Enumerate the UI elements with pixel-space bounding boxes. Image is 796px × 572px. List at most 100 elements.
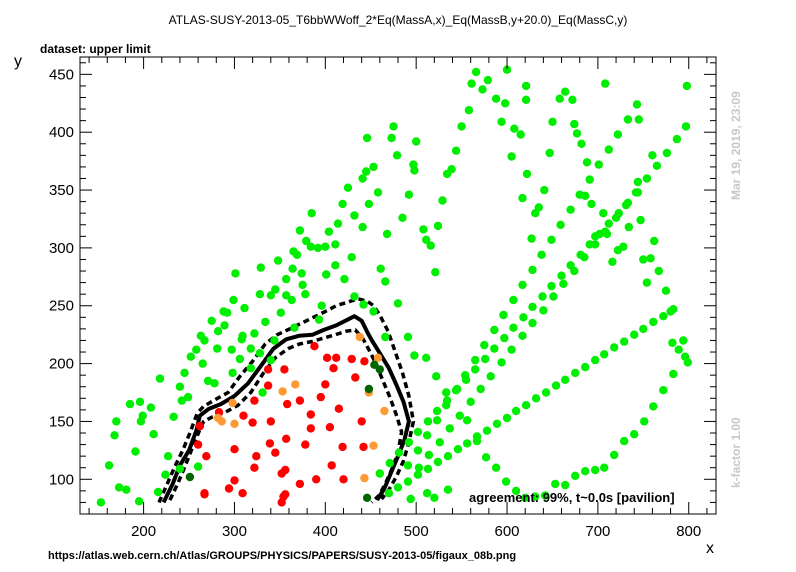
point-excluded <box>334 404 344 413</box>
point-excluded <box>230 445 239 454</box>
point-allowed <box>531 394 541 403</box>
axes: 200 300 400 500 600 700 800 100 150 200 250 300 350 4… <box>49 56 717 540</box>
point-allowed <box>570 119 579 129</box>
point-allowed <box>636 215 645 225</box>
point-allowed <box>545 148 554 158</box>
point-excluded <box>252 452 261 461</box>
point-allowed <box>491 94 501 103</box>
point-excluded-border <box>230 419 239 428</box>
point-allowed <box>661 286 671 295</box>
point-allowed <box>255 349 265 358</box>
point-allowed <box>600 463 609 472</box>
point-allowed <box>547 235 556 244</box>
point-allowed <box>518 331 527 340</box>
point-allowed <box>161 470 170 479</box>
plot-background <box>80 57 716 514</box>
point-allowed <box>540 185 549 195</box>
point-allowed <box>599 209 608 218</box>
point-excluded-border <box>291 380 300 389</box>
point-allowed <box>571 368 580 378</box>
point-allowed <box>282 274 291 284</box>
timestamp-label: Mar 19, 2019, 23:09 <box>729 91 743 200</box>
point-allowed <box>471 355 480 365</box>
point-excluded <box>301 440 310 449</box>
x-tick-label: 800 <box>676 523 701 540</box>
point-allowed <box>511 406 521 416</box>
point-allowed <box>430 493 439 502</box>
point-excluded <box>238 489 247 498</box>
point-allowed <box>595 229 604 239</box>
point-excluded <box>310 342 319 351</box>
point-allowed <box>541 491 550 500</box>
point-allowed <box>228 368 237 378</box>
point-allowed <box>591 355 600 365</box>
point-allowed <box>442 401 451 410</box>
point-allowed <box>146 403 156 412</box>
point-allowed <box>290 323 299 332</box>
point-allowed <box>683 358 692 367</box>
y-tick-label: 350 <box>49 182 74 199</box>
point-allowed <box>480 340 489 350</box>
point-allowed <box>350 211 359 220</box>
point-allowed <box>581 467 590 476</box>
x-tick-label: 400 <box>313 523 338 540</box>
point-excluded <box>263 365 273 374</box>
point-allowed <box>502 65 512 74</box>
point-allowed <box>681 122 691 131</box>
point-excluded <box>338 442 347 452</box>
point-allowed <box>229 295 238 305</box>
point-allowed <box>610 450 619 460</box>
point-allowed <box>273 256 283 265</box>
point-allowed <box>403 332 413 342</box>
point-allowed <box>213 344 222 353</box>
point-allowed <box>410 351 419 360</box>
point-excluded-border <box>369 441 378 450</box>
point-allowed <box>433 221 443 231</box>
point-allowed <box>180 368 189 378</box>
point-allowed <box>255 290 265 299</box>
point-allowed <box>652 161 662 170</box>
plot-area <box>80 57 716 514</box>
point-excluded-border <box>228 398 237 408</box>
point-excluded <box>312 475 321 484</box>
point-allowed <box>210 379 219 388</box>
point-allowed <box>246 364 255 373</box>
point-allowed <box>235 354 245 364</box>
point-allowed <box>527 234 536 243</box>
point-allowed <box>620 337 629 346</box>
point-allowed <box>507 152 516 161</box>
point-allowed <box>614 209 623 218</box>
x-tick-label: 500 <box>404 523 429 540</box>
point-excluded <box>321 380 330 389</box>
point-allowed <box>406 494 415 504</box>
point-allowed <box>134 497 144 506</box>
y-tick-label: 250 <box>49 298 74 315</box>
point-allowed <box>511 486 521 496</box>
point-allowed <box>672 134 682 144</box>
point-allowed <box>483 75 493 85</box>
point-allowed <box>295 226 305 235</box>
point-allowed <box>266 291 275 300</box>
point-allowed <box>426 241 435 250</box>
y-tick-label: 100 <box>49 471 74 488</box>
point-allowed <box>491 463 501 472</box>
point-allowed <box>522 169 532 179</box>
point-allowed <box>177 396 186 405</box>
point-allowed <box>431 268 440 277</box>
point-allowed <box>227 345 236 354</box>
point-allowed <box>633 177 643 187</box>
point-allowed <box>587 199 596 209</box>
point-allowed <box>135 397 145 406</box>
point-allowed <box>403 477 413 486</box>
point-allowed <box>114 483 124 492</box>
point-allowed <box>376 264 385 273</box>
point-allowed <box>347 253 356 262</box>
point-allowed <box>392 151 402 160</box>
point-allowed <box>556 220 565 229</box>
point-allowed <box>649 317 658 327</box>
point-allowed <box>501 99 510 108</box>
point-allowed <box>246 344 255 353</box>
chart-subtitle: dataset: upper limit <box>40 42 151 56</box>
point-allowed <box>410 166 419 175</box>
point-excluded <box>193 440 203 449</box>
